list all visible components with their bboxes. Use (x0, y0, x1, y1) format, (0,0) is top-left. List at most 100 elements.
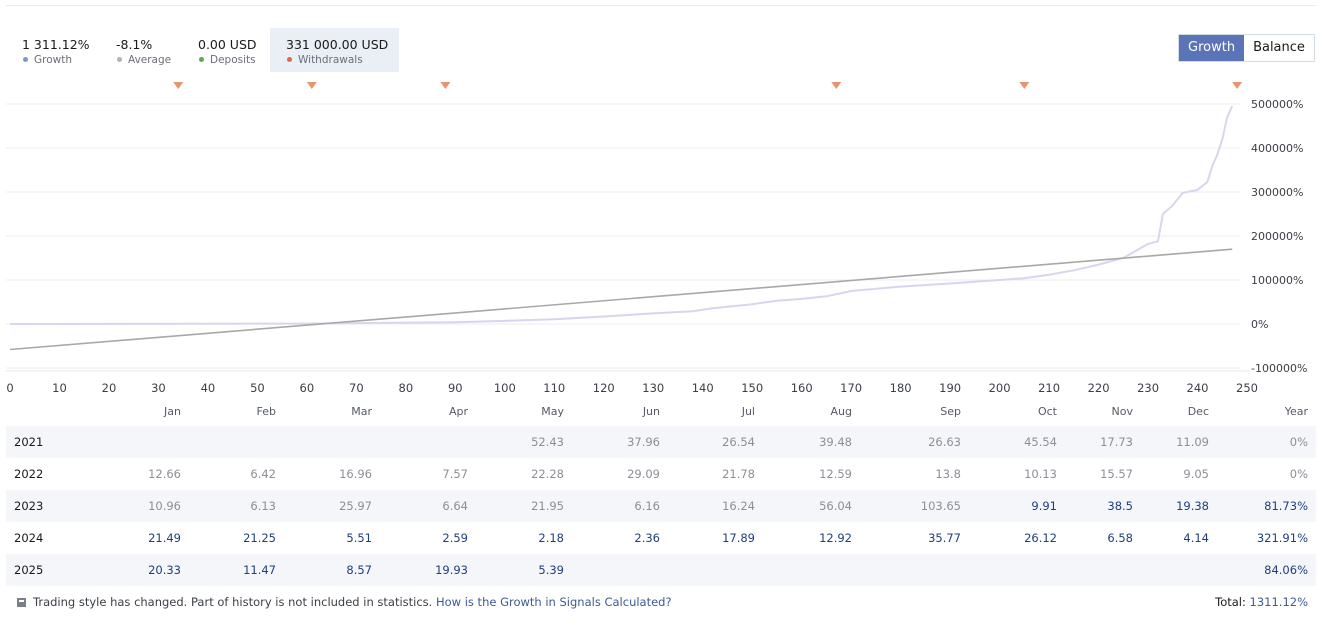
stat-withdrawals-label: Withdrawals (298, 54, 363, 66)
table-row: 2021 52.43 37.96 26.54 39.48 26.63 45.54 17.73 1… (6, 426, 1316, 458)
table-cell: 16.96 (339, 467, 372, 481)
withdrawal-marker-icon[interactable] (1232, 82, 1243, 89)
table-cell: 26.54 (722, 435, 755, 449)
x-tick-label: 240 (1187, 381, 1209, 395)
x-tick-label: 120 (593, 381, 615, 395)
x-tick-label: 100 (494, 381, 516, 395)
growth-chart: -100000% 0% 100000% 200000% 300000% 400000% 50… (6, 82, 1307, 395)
table-cell (408, 426, 468, 458)
column-header-aug: Aug (830, 405, 852, 418)
row-year: 2021 (14, 435, 44, 449)
y-tick-label: 200000% (1251, 230, 1303, 243)
stat-average-value: -8.1% (116, 37, 153, 52)
column-header-jun: Jun (642, 405, 660, 418)
x-tick-label: 230 (1137, 381, 1159, 395)
withdrawal-marker-icon[interactable] (306, 82, 317, 89)
column-header-nov: Nov (1111, 405, 1133, 418)
column-header-oct: Oct (1037, 405, 1057, 418)
table-cell: 12.59 (819, 467, 852, 481)
table-cell (997, 554, 1057, 586)
x-tick-label: 210 (1038, 381, 1060, 395)
stat-growth: 1 311.12% Growth (22, 36, 90, 72)
table-cell: 19.38 (1176, 499, 1209, 513)
table-cell: 29.09 (627, 467, 660, 481)
table-cell: 37.96 (627, 435, 660, 449)
y-tick-label: 100000% (1251, 274, 1303, 287)
table-cell: 21.25 (243, 531, 276, 545)
table-cell: 12.66 (148, 467, 181, 481)
top-divider (6, 5, 1316, 6)
average-dot-icon (117, 57, 122, 62)
table-cell: 21.78 (722, 467, 755, 481)
column-header-dec: Dec (1187, 405, 1209, 418)
table-cell: 0% (1289, 467, 1308, 481)
table-cell: 5.51 (346, 531, 372, 545)
table-cell (312, 426, 372, 458)
balance-toggle-button[interactable]: Balance (1244, 35, 1314, 61)
table-cell (1073, 554, 1133, 586)
table-cell: 7.57 (442, 467, 468, 481)
table-cell: 321.91% (1256, 531, 1308, 545)
table-cell (792, 554, 852, 586)
x-tick-label: 190 (939, 381, 961, 395)
table-cell: 6.16 (634, 499, 660, 513)
column-header-may: May (541, 405, 564, 418)
x-tick-label: 220 (1088, 381, 1110, 395)
table-cell: 11.47 (243, 563, 276, 577)
table-cell: 39.48 (819, 435, 852, 449)
table-cell: 2.36 (634, 531, 660, 545)
table-cell: 11.09 (1176, 435, 1209, 449)
table-cell: 17.73 (1100, 435, 1133, 449)
deposits-dot-icon (199, 57, 204, 62)
table-cell: 15.57 (1100, 467, 1133, 481)
table-cell: 13.8 (935, 467, 961, 481)
table-row: 2023 10.96 6.13 25.97 6.64 21.95 6.16 16.24 56.0… (6, 490, 1316, 522)
x-tick-label: 110 (543, 381, 565, 395)
x-tick-label: 10 (52, 381, 67, 395)
stat-deposits-label: Deposits (210, 54, 256, 66)
total-value: 1311.12% (1249, 595, 1308, 609)
table-cell: 10.96 (148, 499, 181, 513)
table-cell: 26.12 (1024, 531, 1057, 545)
info-icon (17, 598, 26, 607)
growth-series-line (9, 105, 1234, 325)
table-cell: 8.57 (346, 563, 372, 577)
table-cell: 12.92 (819, 531, 852, 545)
table-cell (121, 426, 181, 458)
growth-calculation-link[interactable]: How is the Growth in Signals Calculated? (435, 595, 672, 609)
x-tick-label: 170 (840, 381, 862, 395)
withdrawal-marker-icon[interactable] (173, 82, 184, 89)
stat-withdrawals-value: 331 000.00 USD (286, 37, 389, 52)
x-tick-label: 50 (250, 381, 265, 395)
monthly-growth-table: Jan Feb Mar Apr May Jun Jul Aug Sep Oct Nov Dec Year… (6, 398, 1316, 586)
table-cell: 6.13 (250, 499, 276, 513)
footer-note-text: Trading style has changed. Part of histo… (33, 595, 433, 609)
average-trend-line (9, 248, 1233, 351)
total-label: Total: (1215, 595, 1246, 609)
table-cell: 56.04 (819, 499, 852, 513)
x-tick-label: 160 (791, 381, 813, 395)
withdrawal-marker-icon[interactable] (440, 82, 451, 89)
table-cell: 10.13 (1024, 467, 1057, 481)
table-cell: 21.95 (531, 499, 564, 513)
footer-note: Trading style has changed. Part of histo… (17, 595, 672, 609)
table-cell: 103.65 (920, 499, 961, 513)
table-cell: 6.58 (1107, 531, 1133, 545)
stat-average: -8.1% Average (116, 36, 171, 72)
table-row: 2022 12.66 6.42 16.96 7.57 22.28 29.09 21.78 12.… (6, 458, 1316, 490)
x-tick-label: 130 (642, 381, 664, 395)
stat-withdrawals[interactable]: 331 000.00 USD Withdrawals (270, 28, 399, 72)
table-cell: 4.14 (1183, 531, 1209, 545)
x-tick-label: 80 (399, 381, 414, 395)
x-tick-label: 150 (741, 381, 763, 395)
column-header-jan: Jan (164, 405, 181, 418)
table-cell: 52.43 (531, 435, 564, 449)
growth-toggle-button[interactable]: Growth (1179, 35, 1245, 61)
column-header-jul: Jul (741, 405, 755, 418)
withdrawal-marker-icon[interactable] (831, 82, 842, 89)
withdrawals-dot-icon (287, 57, 292, 62)
row-year: 2023 (14, 499, 44, 513)
x-tick-label: 60 (300, 381, 315, 395)
table-cell (901, 554, 961, 586)
withdrawal-marker-icon[interactable] (1019, 82, 1030, 89)
